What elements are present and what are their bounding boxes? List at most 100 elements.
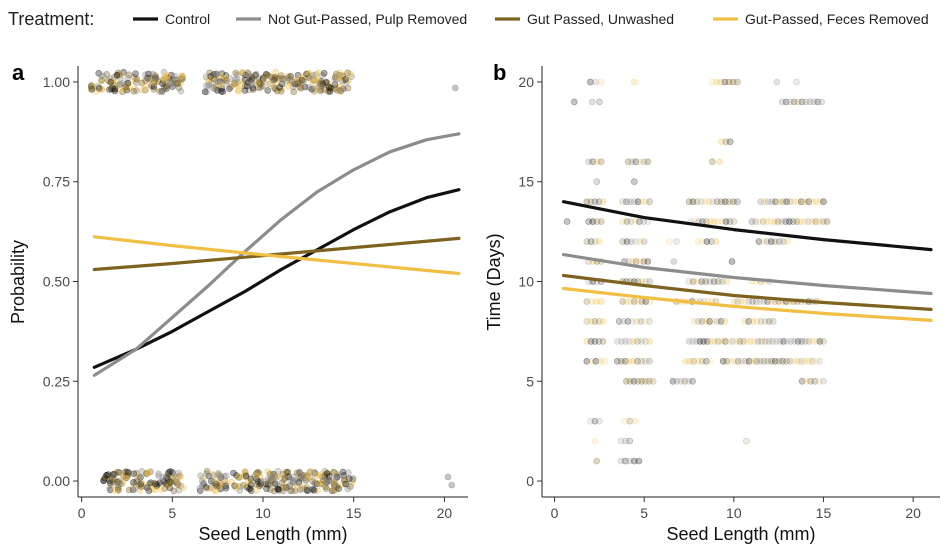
data-point	[765, 338, 773, 345]
data-point	[283, 77, 291, 84]
data-point	[742, 357, 749, 365]
data-point	[730, 298, 738, 305]
data-point	[717, 138, 725, 146]
data-point	[171, 72, 179, 80]
data-point	[131, 485, 139, 493]
data-point	[718, 338, 726, 345]
data-point	[631, 218, 639, 225]
data-point	[635, 457, 643, 465]
data-point	[636, 258, 644, 265]
data-point	[249, 79, 256, 86]
data-point	[103, 71, 110, 78]
data-point	[690, 357, 698, 365]
data-point	[755, 218, 763, 225]
data-point	[98, 76, 105, 84]
data-point	[642, 338, 649, 345]
data-point	[673, 238, 680, 245]
data-point	[210, 75, 218, 83]
data-point	[783, 198, 790, 205]
data-point	[314, 479, 322, 487]
data-point	[177, 473, 184, 480]
data-point	[588, 298, 595, 305]
data-point	[133, 79, 140, 86]
data-point	[693, 198, 701, 205]
data-point	[223, 77, 230, 84]
data-point	[633, 318, 640, 325]
data-point	[753, 318, 761, 325]
data-point	[776, 238, 783, 245]
data-point	[729, 78, 737, 86]
data-point	[645, 377, 653, 385]
data-point	[707, 218, 714, 225]
data-point	[111, 85, 119, 93]
data-point	[685, 377, 693, 385]
data-point	[743, 338, 751, 345]
panel-a-x-ticks: 0 5 10 15 20	[78, 497, 452, 521]
data-point	[295, 479, 303, 486]
data-point	[117, 71, 124, 79]
data-point	[717, 318, 725, 325]
data-point	[451, 84, 459, 92]
data-point	[790, 198, 798, 205]
data-point	[732, 338, 740, 345]
data-point	[642, 377, 649, 385]
data-point	[730, 198, 737, 205]
data-point	[793, 78, 800, 86]
data-point	[448, 481, 456, 489]
data-point	[757, 198, 765, 205]
data-point	[247, 481, 255, 489]
data-point	[770, 218, 778, 225]
data-point	[159, 88, 166, 95]
x-tick-label: 0	[551, 505, 559, 521]
data-point	[160, 74, 168, 81]
data-point	[136, 486, 144, 494]
data-point	[644, 258, 652, 265]
data-point	[241, 76, 249, 84]
data-point	[646, 278, 653, 285]
data-point	[291, 487, 299, 495]
data-point	[158, 485, 165, 493]
data-point	[570, 98, 578, 106]
data-point	[253, 486, 261, 494]
data-point	[592, 357, 600, 365]
data-point	[591, 417, 599, 425]
data-point	[115, 468, 122, 476]
data-point	[741, 298, 749, 305]
data-point	[236, 82, 244, 89]
data-point	[336, 87, 343, 94]
data-point	[772, 338, 780, 345]
panel-a-points	[87, 68, 459, 495]
x-tick-label: 0	[78, 505, 86, 521]
data-point	[805, 338, 813, 345]
data-point	[763, 218, 771, 225]
data-point	[626, 377, 634, 385]
data-point	[642, 198, 650, 205]
data-point	[218, 87, 225, 95]
data-point	[114, 484, 122, 492]
data-point	[802, 377, 810, 385]
data-point	[708, 158, 716, 166]
data-point	[743, 437, 750, 445]
data-point	[155, 470, 162, 478]
data-point	[798, 98, 806, 106]
data-point	[783, 338, 791, 345]
data-point	[196, 485, 204, 492]
data-point	[596, 357, 604, 365]
data-point	[682, 357, 689, 365]
data-point	[626, 357, 633, 365]
legend: Treatment: Control Not Gut-Passed, Pulp …	[8, 9, 929, 29]
data-point	[814, 98, 822, 106]
data-point	[786, 218, 793, 225]
panel-b-x-ticks: 0 5 10 15 20	[551, 497, 921, 521]
data-point	[734, 198, 741, 205]
data-point	[685, 338, 693, 345]
data-point	[252, 472, 260, 480]
data-point	[330, 478, 338, 486]
data-point	[634, 357, 641, 365]
data-point	[816, 338, 824, 345]
data-point	[721, 198, 729, 205]
data-point	[591, 338, 599, 345]
data-point	[790, 98, 798, 106]
data-point	[619, 298, 627, 305]
data-point	[627, 198, 634, 205]
